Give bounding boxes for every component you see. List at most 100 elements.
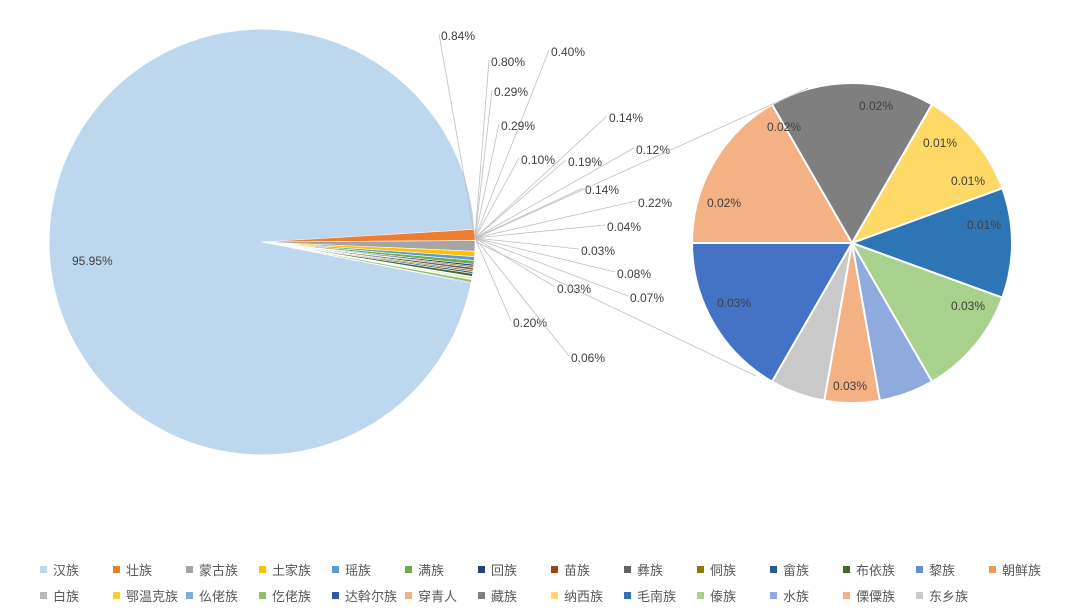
data-label-蒙古族-2: 0.80%: [491, 55, 525, 69]
legend-swatch: [989, 565, 996, 573]
data-label-布依族-11: 0.22%: [638, 196, 672, 210]
data-label-达斡尔族-18: 0.06%: [571, 351, 605, 365]
data-label-苗族-7: 0.10%: [521, 153, 555, 167]
legend-swatch: [478, 591, 485, 599]
legend-item: 仫佬族: [186, 586, 259, 605]
secondary-data-label-傈僳族-6: 0.01%: [951, 174, 985, 188]
secondary-slice-纳西族-2: [849, 103, 1004, 245]
secondary-slice-傣族-4: [849, 241, 1004, 383]
data-label-白族-14: 0.08%: [617, 267, 651, 281]
main-slice-达斡尔族-18: [261, 241, 472, 284]
legend-swatch: [332, 565, 339, 573]
legend-item: 苗族: [551, 560, 624, 579]
legend-item: 毛南族: [624, 586, 697, 605]
connector-line-bottom: [475, 241, 757, 377]
legend-label: 水族: [783, 589, 810, 605]
legend-label: 壮族: [126, 563, 153, 579]
leader-line-苗族-7: [474, 157, 520, 239]
secondary-slice-毛南族-3: [849, 186, 1013, 300]
legend-label: 鄂温克族: [126, 589, 179, 605]
legend-swatch: [113, 565, 120, 573]
legend-swatch: [551, 591, 558, 599]
leader-line-仫佬族-16: [474, 237, 556, 288]
legend-swatch: [405, 591, 412, 599]
legend-item: 瑶族: [332, 560, 405, 579]
leader-line-仡佬族-17: [474, 237, 512, 322]
leader-line-蒙古族-2: [474, 59, 490, 239]
legend-swatch: [259, 565, 266, 573]
leader-line-瑶族-4: [474, 89, 493, 239]
legend-item: 水族: [770, 586, 843, 605]
leader-line-畲族-10: [474, 187, 584, 239]
data-label-回族-6: 0.14%: [609, 111, 643, 125]
legend-item: 傈僳族: [843, 586, 916, 605]
legend-label: 朝鲜族: [1002, 563, 1042, 579]
secondary-slice-other-8: [690, 242, 854, 383]
legend-item: 藏族: [478, 586, 551, 605]
legend-swatch: [332, 591, 339, 599]
legend-label: 回族: [491, 563, 518, 579]
legend-item: 侗族: [697, 560, 770, 579]
legend-swatch: [697, 591, 704, 599]
leader-line-彝族-8: [474, 159, 567, 239]
legend-swatch: [551, 565, 558, 573]
legend-item: 蒙古族: [186, 560, 259, 579]
data-label-仡佬族-17: 0.20%: [513, 316, 547, 330]
leader-line-布依族-11: [474, 200, 637, 239]
legend-label: 傣族: [710, 589, 737, 605]
data-label-畲族-10: 0.14%: [585, 183, 619, 197]
legend-label: 布依族: [856, 563, 896, 579]
legend-swatch: [186, 565, 193, 573]
legend-label: 汉族: [53, 563, 80, 579]
legend-swatch: [259, 591, 266, 599]
legend-swatch: [843, 591, 850, 599]
data-label-满族-5: 0.29%: [501, 119, 535, 133]
leader-line-侗族-9: [474, 147, 635, 239]
legend-label: 达斡尔族: [345, 589, 398, 605]
legend-swatch: [113, 591, 120, 599]
legend-label: 纳西族: [564, 589, 604, 605]
leader-line-朝鲜族-13: [474, 237, 580, 250]
data-label-汉族-0: 95.95%: [72, 254, 113, 268]
leader-line-白族-14: [474, 237, 616, 273]
legend-swatch: [405, 565, 412, 573]
legend-swatch: [916, 591, 923, 599]
legend-swatch: [843, 565, 850, 573]
legend-swatch: [624, 591, 631, 599]
legend-item: 布依族: [843, 560, 916, 579]
legend-swatch: [770, 591, 777, 599]
leader-line-达斡尔族-18: [474, 237, 570, 357]
legend-item: 畲族: [770, 560, 843, 579]
leader-line-回族-6: [474, 115, 608, 239]
secondary-data-label-穿青人-0: 0.03%: [833, 379, 867, 393]
leader-line-壮族-1: [438, 33, 476, 239]
legend-item: 达斡尔族: [332, 586, 405, 605]
legend-item: 穿青人: [405, 586, 478, 605]
legend-label: 瑶族: [345, 563, 372, 579]
chart-legend: 汉族 壮族 蒙古族 土家族 瑶族 满族 回族 苗族 彝族 侗族 畲族 布依族 黎族 朝鲜族 白族 鄂温克族 仫佬…: [40, 556, 1070, 608]
legend-label: 蒙古族: [199, 563, 239, 579]
data-label-黎族-12: 0.04%: [607, 220, 641, 234]
legend-item: 黎族: [916, 560, 989, 579]
leader-line-黎族-12: [474, 224, 606, 239]
secondary-data-label-毛南族-3: 0.02%: [767, 120, 801, 134]
secondary-data-label-傣族-4: 0.02%: [859, 99, 893, 113]
legend-item: 鄂温克族: [113, 586, 186, 605]
bar-of-pie-chart: 95.95% 0.84% 0.80% 0.40% 0.29% 0.29% 0.14% 0.10…: [48, 28, 1013, 456]
legend-label: 仫佬族: [199, 589, 239, 605]
legend-row: 白族 鄂温克族 仫佬族 仡佬族 达斡尔族 穿青人 藏族 纳西族 毛南族 傣族 水族 傈僳族 东乡族: [40, 582, 1070, 608]
legend-row: 汉族 壮族 蒙古族 土家族 瑶族 满族 回族 苗族 彝族 侗族 畲族 布依族 黎族 朝鲜族: [40, 556, 1070, 582]
legend-item: 满族: [405, 560, 478, 579]
leader-line-土家族-3: [474, 49, 550, 239]
legend-label: 傈僳族: [856, 589, 896, 605]
data-label-土家族-3: 0.40%: [551, 45, 585, 59]
secondary-data-label-东乡族-7: 0.01%: [967, 218, 1001, 232]
legend-item: 朝鲜族: [989, 560, 1062, 579]
legend-item: 傣族: [697, 586, 770, 605]
legend-label: 毛南族: [637, 589, 677, 605]
legend-swatch: [770, 565, 777, 573]
legend-item: 白族: [40, 586, 113, 605]
legend-label: 东乡族: [929, 589, 969, 605]
legend-label: 满族: [418, 563, 445, 579]
